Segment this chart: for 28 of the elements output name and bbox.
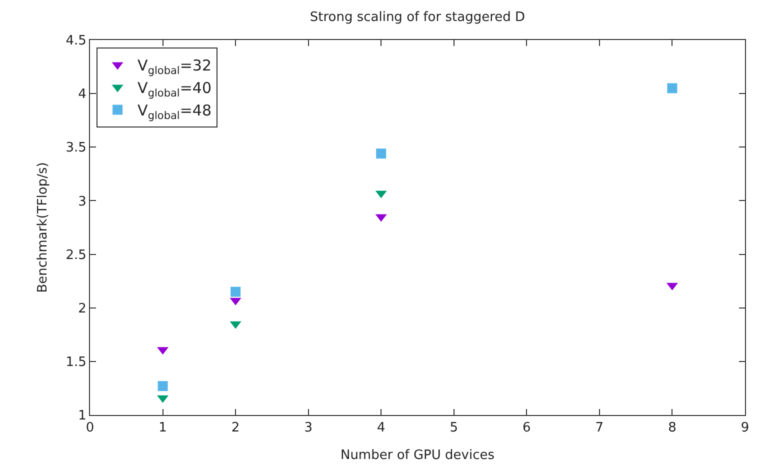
y-tick-label: 2.5: [66, 248, 86, 263]
point: [158, 381, 168, 392]
point: [667, 83, 678, 94]
x-tick-label: 6: [522, 420, 531, 436]
x-tick-label: 4: [376, 420, 386, 436]
y-tick-label: 4.5: [66, 34, 86, 49]
y-axis-title: Benchmark(TFlop/s): [36, 162, 51, 293]
x-tick-label: 1: [158, 420, 167, 436]
x-axis-title: Number of GPU devices: [340, 448, 495, 464]
chart-title: Strong scaling of for staggered D: [310, 10, 526, 25]
legend-label: V$_{global}$=40: [138, 79, 212, 100]
x-tick-label: 3: [304, 420, 312, 436]
x-tick-label: 0: [86, 420, 94, 436]
point: [376, 148, 386, 159]
x-tick-label: 7: [595, 420, 604, 436]
y-tick-label: 1: [78, 408, 86, 424]
x-tick-label: 5: [450, 420, 458, 436]
point: [230, 286, 241, 297]
legend-label: V$_{global}$=48: [138, 102, 212, 122]
x-tick-label: 2: [231, 420, 240, 436]
y-tick-label: 1.5: [66, 354, 86, 370]
y-tick-label: 2: [78, 301, 86, 316]
y-tick-label: 4: [78, 87, 86, 102]
x-tick-label: 9: [740, 420, 750, 436]
y-tick-label: 3: [78, 194, 86, 210]
legend-label: V$_{global}$=32: [138, 56, 212, 77]
x-tick-label: 8: [668, 420, 676, 436]
y-tick-label: 3.5: [66, 140, 86, 156]
